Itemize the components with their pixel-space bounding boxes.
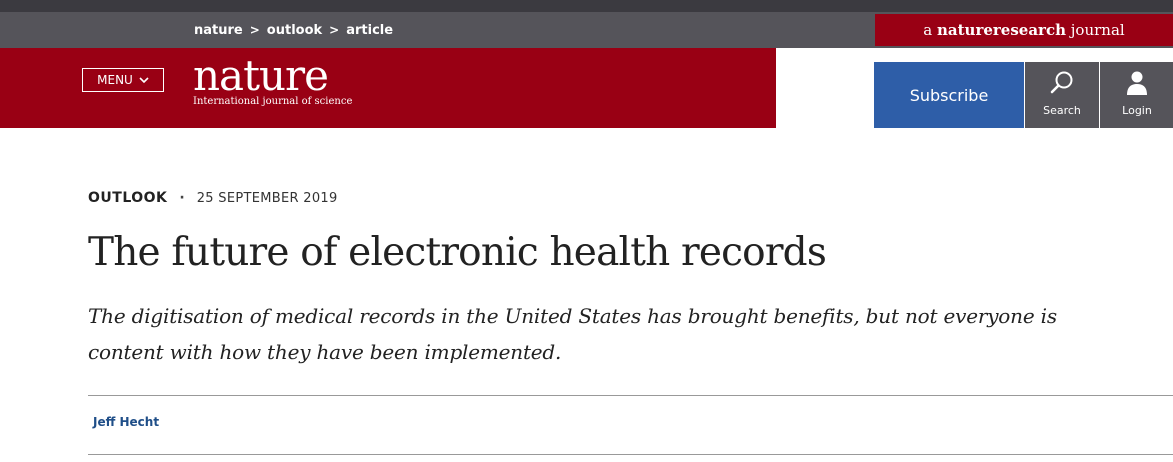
breadcrumb: nature > outlook > article [194,20,393,40]
chevron-down-icon [139,76,149,84]
badge-prefix: a [923,21,937,39]
article-standfirst: The digitisation of medical records in t… [88,304,1057,364]
brand-bar [0,48,776,128]
author-link[interactable]: Jeff Hecht [93,415,160,429]
badge-suffix: journal [1066,21,1125,39]
login-label: Login [1122,104,1152,117]
natureresearch-journal-badge[interactable]: a natureresearch journal [875,14,1173,46]
subscribe-button[interactable]: Subscribe [874,62,1024,128]
publication-date: 25 SEPTEMBER 2019 [196,190,338,206]
search-button[interactable]: Search [1025,62,1099,128]
menu-label: MENU [97,73,133,87]
search-label: Search [1043,104,1081,117]
divider [88,395,1173,396]
breadcrumb-article: article [346,22,394,38]
subscribe-label: Subscribe [909,85,989,105]
divider [88,454,1173,455]
meta-separator-dot: · [179,190,185,206]
breadcrumb-separator: > [329,23,340,37]
nature-logo[interactable]: nature International journal of science [193,54,352,108]
article-title: The future of electronic health records [88,230,827,275]
article-type: OUTLOOK [88,190,168,206]
logo-wordmark: nature [193,51,329,100]
breadcrumb-separator: > [249,23,260,37]
login-button[interactable]: Login [1100,62,1173,128]
breadcrumb-nature[interactable]: nature [194,22,243,38]
logo-tagline: International journal of science [193,96,353,107]
top-strip [0,0,1173,12]
article-meta: OUTLOOK · 25 SEPTEMBER 2019 [88,190,338,206]
search-icon [1049,70,1075,104]
breadcrumb-outlook[interactable]: outlook [266,22,323,38]
badge-natureresearch: natureresearch [937,21,1067,39]
user-icon [1125,70,1149,104]
menu-button[interactable]: MENU [82,68,164,92]
